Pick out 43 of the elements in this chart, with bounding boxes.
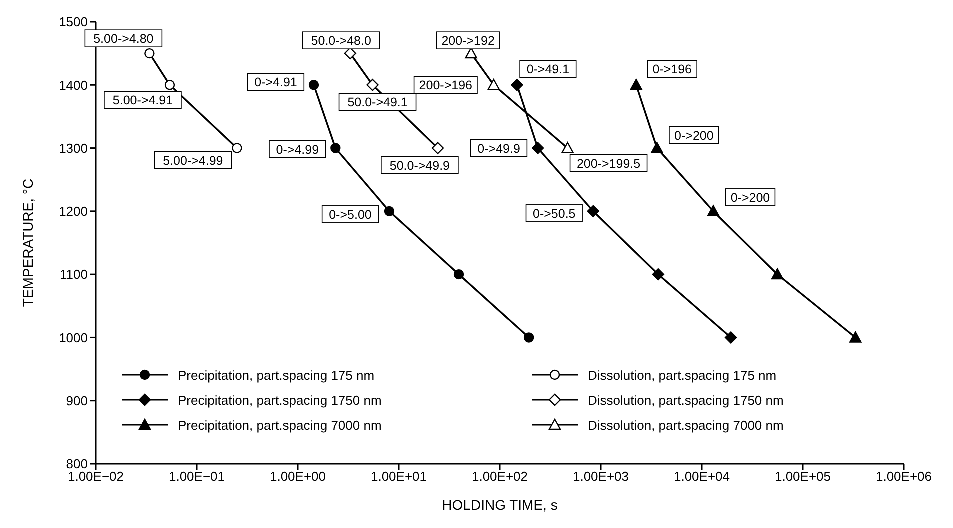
x-tick-label: 1.00E+05 [774, 469, 832, 484]
x-tick-label: 1.00E+03 [572, 469, 630, 484]
annotation: 5.00->4.80 [94, 32, 154, 46]
x-tick-label: 1.00E+02 [472, 469, 528, 484]
annotation: 0->49.9 [478, 142, 520, 156]
y-tick-label: 1200 [59, 204, 88, 220]
annotation: 0->4.91 [254, 76, 298, 90]
annotation: 50.0->49.9 [390, 158, 450, 173]
x-tick-label: 1.00E+06 [876, 469, 932, 484]
legend-label: Dissolution, part.spacing 175 nm [588, 368, 777, 382]
annotation: 50.0->48.0 [311, 34, 372, 48]
annotation: 5.00->4.91 [112, 94, 174, 108]
annotation: 200->196 [419, 78, 473, 93]
legend-label: Dissolution, part.spacing 7000 nm [588, 418, 784, 432]
annotation: 0->200 [730, 190, 770, 205]
annotation: 0->5.00 [329, 208, 372, 222]
legend-label: Precipitation, part.spacing 1750 nm [178, 392, 382, 408]
legend-label: Precipitation, part.spacing 175 nm [178, 368, 375, 382]
x-tick-label: 1.00E+04 [674, 469, 730, 484]
x-axis-title: HOLDING TIME, s [442, 497, 558, 513]
annotation: 0->4.99 [276, 142, 320, 157]
annotation: 0->49.1 [526, 62, 570, 77]
x-tick-label: 1.00E+01 [370, 469, 428, 484]
annotation: 200->192 [442, 34, 495, 48]
annotation: 200->199.5 [576, 156, 641, 171]
y-tick-label: 1300 [59, 140, 88, 156]
legend-label: Dissolution, part.spacing 1750 nm [588, 392, 784, 408]
y-tick-label: 1000 [59, 330, 88, 346]
y-tick-label: 1500 [59, 14, 88, 30]
x-tick-label: 1.00E+00 [270, 469, 326, 484]
legend-label: Precipitation, part.spacing 7000 nm [178, 418, 382, 432]
y-tick-label: 900 [66, 393, 88, 408]
y-tick-label: 800 [66, 456, 88, 472]
annotation: 5.00->4.99 [163, 154, 224, 168]
annotation: 0->50.5 [533, 206, 576, 221]
y-tick-label: 1400 [59, 78, 88, 93]
annotation: 0->196 [652, 62, 692, 77]
x-tick-label: 1.00E−02 [68, 469, 124, 484]
annotation: 50.0->49.1 [348, 96, 408, 110]
annotation: 0->200 [674, 128, 714, 143]
y-axis-title: TEMPERATURE, °C [20, 178, 36, 308]
x-tick-label: 1.00E−01 [168, 469, 226, 484]
y-tick-label: 1100 [60, 267, 88, 282]
